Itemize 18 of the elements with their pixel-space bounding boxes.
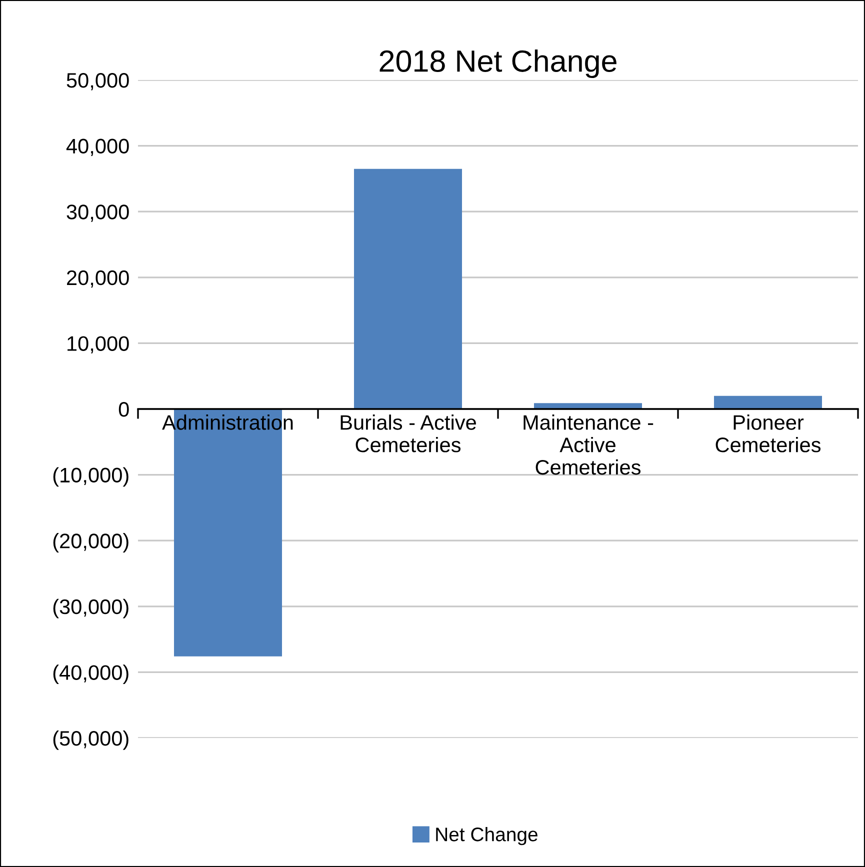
y-tick-label: (30,000) xyxy=(53,598,128,618)
chart-title: 2018 Net Change xyxy=(380,50,616,78)
bar xyxy=(714,396,822,409)
y-tick-label: (20,000) xyxy=(53,533,128,552)
legend-label: Net Change xyxy=(436,827,538,846)
x-tick-label: Pioneer Cemeteries xyxy=(716,414,821,452)
y-tick-label: 30,000 xyxy=(66,204,129,222)
y-tick-label: 20,000 xyxy=(67,270,129,288)
bar xyxy=(354,168,462,409)
y-tick-label: (50,000) xyxy=(53,730,128,750)
y-tick-label: 40,000 xyxy=(66,138,129,156)
x-tick-label: Burials - Active Cemeteries xyxy=(340,414,476,452)
y-tick-label: 10,000 xyxy=(68,336,129,354)
y-tick-label: (10,000) xyxy=(53,467,128,487)
x-tick-label: Maintenance - Active Cemeteries xyxy=(524,414,654,475)
y-tick-label: 50,000 xyxy=(66,73,129,90)
y-tick-label: 0 xyxy=(118,402,129,417)
y-tick-label: (40,000) xyxy=(53,664,128,684)
